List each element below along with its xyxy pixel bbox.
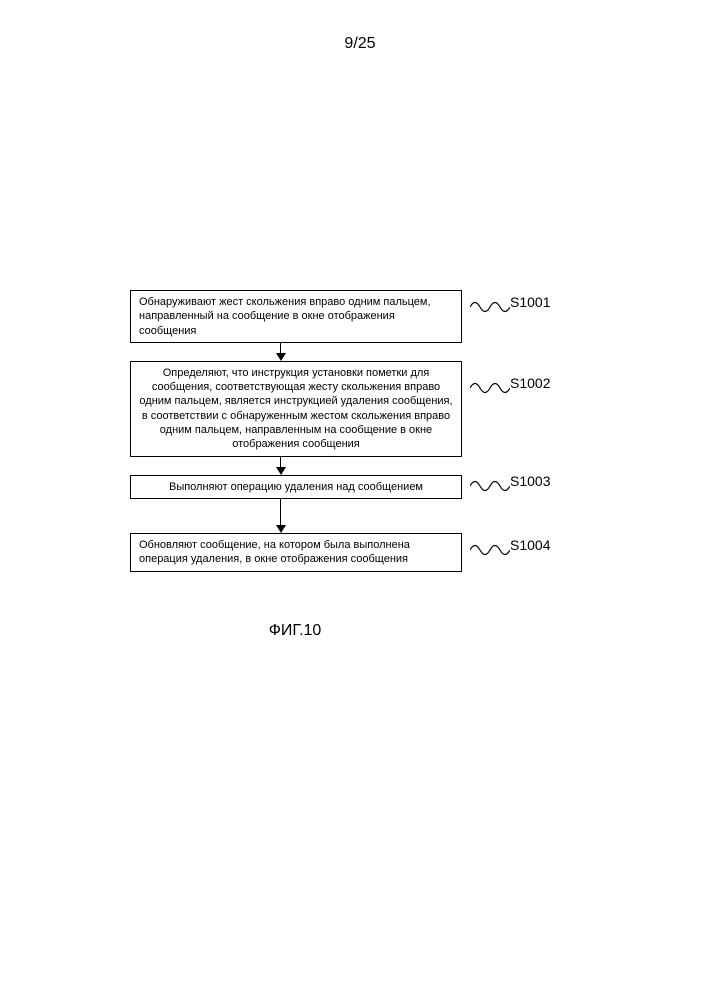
flow-box-1: Обнаруживают жест скольжения вправо одни… [130,290,462,343]
step-label-4: S1004 [510,537,550,553]
step-label-2: S1002 [510,375,550,391]
flowchart-container: Обнаруживают жест скольжения вправо одни… [130,290,590,640]
flow-box-2: Определяют, что инструкция установки пом… [130,361,462,457]
squiggle-connector-3 [470,477,510,495]
squiggle-connector-4 [470,541,510,559]
figure-caption: ФИГ.10 [130,622,460,640]
flow-box-3: Выполняют операцию удаления над сообщени… [130,475,462,499]
squiggle-connector-1 [470,298,510,316]
step-label-3: S1003 [510,473,550,489]
flow-box-4-text: Обновляют сообщение, на котором была вып… [139,539,410,565]
flow-box-1-text: Обнаруживают жест скольжения вправо одни… [139,296,431,337]
step-label-1: S1001 [510,294,550,310]
flow-box-4: Обновляют сообщение, на котором была вып… [130,533,462,572]
flow-box-2-text: Определяют, что инструкция установки пом… [139,367,452,450]
squiggle-connector-2 [470,379,510,397]
page-number: 9/25 [0,35,720,53]
flow-box-3-text: Выполняют операцию удаления над сообщени… [169,481,423,493]
